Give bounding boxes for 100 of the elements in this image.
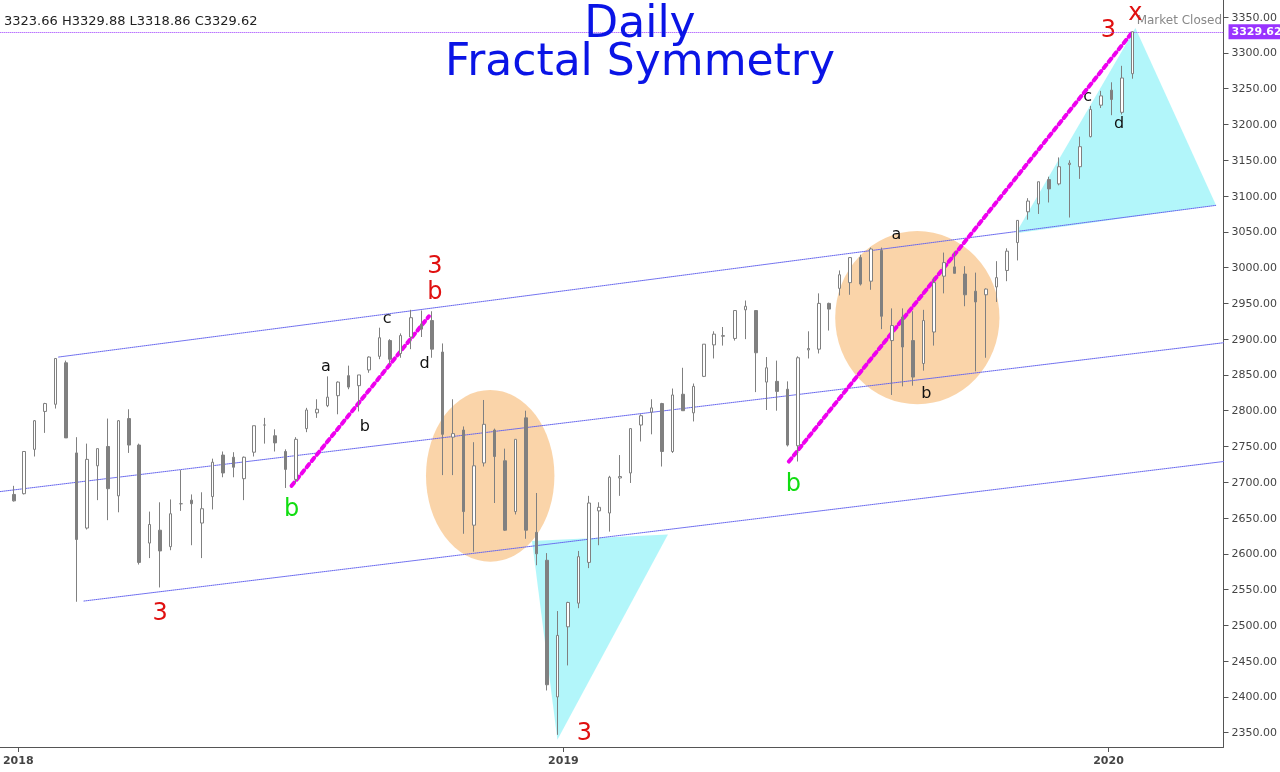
annotation: b	[359, 416, 370, 436]
candlestick	[493, 428, 496, 504]
candlestick	[963, 265, 967, 307]
candlestick	[1131, 31, 1134, 80]
candlestick	[462, 425, 465, 535]
candlestick	[901, 307, 904, 387]
candlestick	[942, 252, 946, 294]
annotation: 3	[427, 250, 443, 279]
candlestick	[378, 327, 381, 360]
candlestick	[284, 448, 287, 489]
candlestick	[1005, 247, 1009, 282]
y-tick-label: 2500.00	[1231, 618, 1278, 632]
annotation: b	[283, 494, 300, 523]
candlestick	[721, 326, 725, 347]
candlestick	[200, 491, 204, 559]
candlestick	[1057, 156, 1061, 186]
y-tick-label: 3150.00	[1231, 153, 1278, 167]
annotation: b	[427, 276, 443, 305]
candlestick	[838, 269, 841, 297]
candlestick	[807, 330, 810, 359]
annotation: d	[1113, 112, 1125, 132]
candlestick	[765, 356, 768, 411]
candlestick	[221, 450, 225, 478]
y-tick-label: 2800.00	[1231, 404, 1278, 418]
candlestick	[158, 501, 162, 588]
candlestick	[911, 310, 915, 387]
candlestick	[64, 360, 68, 439]
candlestick	[524, 410, 528, 540]
annotation: b	[921, 382, 932, 402]
annotation: b	[785, 468, 801, 497]
candlestick	[869, 247, 873, 291]
x-tick-label: 2020	[1093, 754, 1125, 767]
candlestick	[137, 443, 141, 566]
candlestick	[54, 357, 57, 410]
y-tick-label: 3100.00	[1231, 189, 1278, 203]
candlestick	[817, 292, 821, 354]
candlestick	[556, 610, 559, 736]
candlestick	[535, 492, 538, 566]
candlestick	[22, 450, 26, 495]
candlestick	[775, 360, 779, 412]
candlestick	[744, 300, 747, 340]
candlestick	[117, 419, 120, 513]
y-tick-label: 2850.00	[1231, 368, 1278, 382]
candlestick	[451, 398, 455, 476]
candlestick	[1016, 219, 1019, 261]
annotation: a	[891, 224, 902, 244]
candlestick	[367, 355, 371, 374]
candlestick	[932, 277, 936, 347]
candlestick	[190, 493, 193, 546]
candlestick	[43, 402, 47, 434]
candlestick	[545, 552, 549, 691]
candlestick	[503, 448, 507, 532]
candlestick	[890, 307, 894, 396]
y-tick-label: 2350.00	[1231, 726, 1278, 740]
candlestick	[984, 287, 988, 359]
candlestick	[252, 425, 256, 457]
candlestick	[242, 456, 246, 501]
candlestick	[692, 383, 695, 422]
candlestick	[660, 402, 664, 468]
y-tick-label: 2400.00	[1231, 690, 1278, 704]
candlestick	[577, 550, 580, 609]
x-tick-label: 2018	[2, 754, 34, 767]
candlestick	[127, 408, 131, 454]
candlestick	[1099, 90, 1103, 109]
annotation: 3323.66 H3329.88 L3318.86 C3329.62	[4, 13, 258, 28]
candlestick	[232, 451, 235, 478]
candlestick	[179, 469, 183, 512]
candlestick	[702, 343, 706, 378]
candlestick	[1078, 136, 1082, 180]
y-tick-label: 3300.00	[1231, 46, 1278, 60]
y-tick-label: 2600.00	[1231, 547, 1278, 561]
candlestick	[441, 342, 444, 476]
candlestick	[33, 419, 36, 457]
candlestick	[420, 310, 423, 338]
y-tick-label: 3350.00	[1231, 10, 1278, 24]
y-tick-label: 2550.00	[1231, 583, 1278, 597]
annotation: 3	[152, 598, 168, 627]
candlestick	[211, 458, 214, 510]
candlestick	[12, 485, 16, 503]
y-tick-label: 3250.00	[1231, 82, 1278, 96]
candlestick	[347, 365, 350, 390]
candlestick	[1110, 81, 1113, 116]
candlestick	[263, 417, 266, 445]
candlestick	[859, 254, 862, 286]
candlestick	[472, 441, 476, 553]
annotation: d	[419, 352, 430, 372]
ref-line-label: 3329.62	[1231, 25, 1280, 39]
candlestick	[148, 511, 151, 559]
candlestick	[336, 380, 340, 415]
candlestick	[1037, 181, 1040, 215]
candlestick	[995, 260, 998, 303]
candlestick	[106, 418, 110, 521]
annotation: a	[321, 356, 331, 376]
annotation: 3	[576, 717, 592, 746]
candlestick	[1068, 159, 1071, 219]
candlestick	[326, 375, 329, 408]
candlestick	[430, 310, 434, 359]
candlestick	[1047, 176, 1051, 203]
y-tick-label: 2700.00	[1231, 475, 1278, 489]
candlestick	[796, 355, 800, 463]
